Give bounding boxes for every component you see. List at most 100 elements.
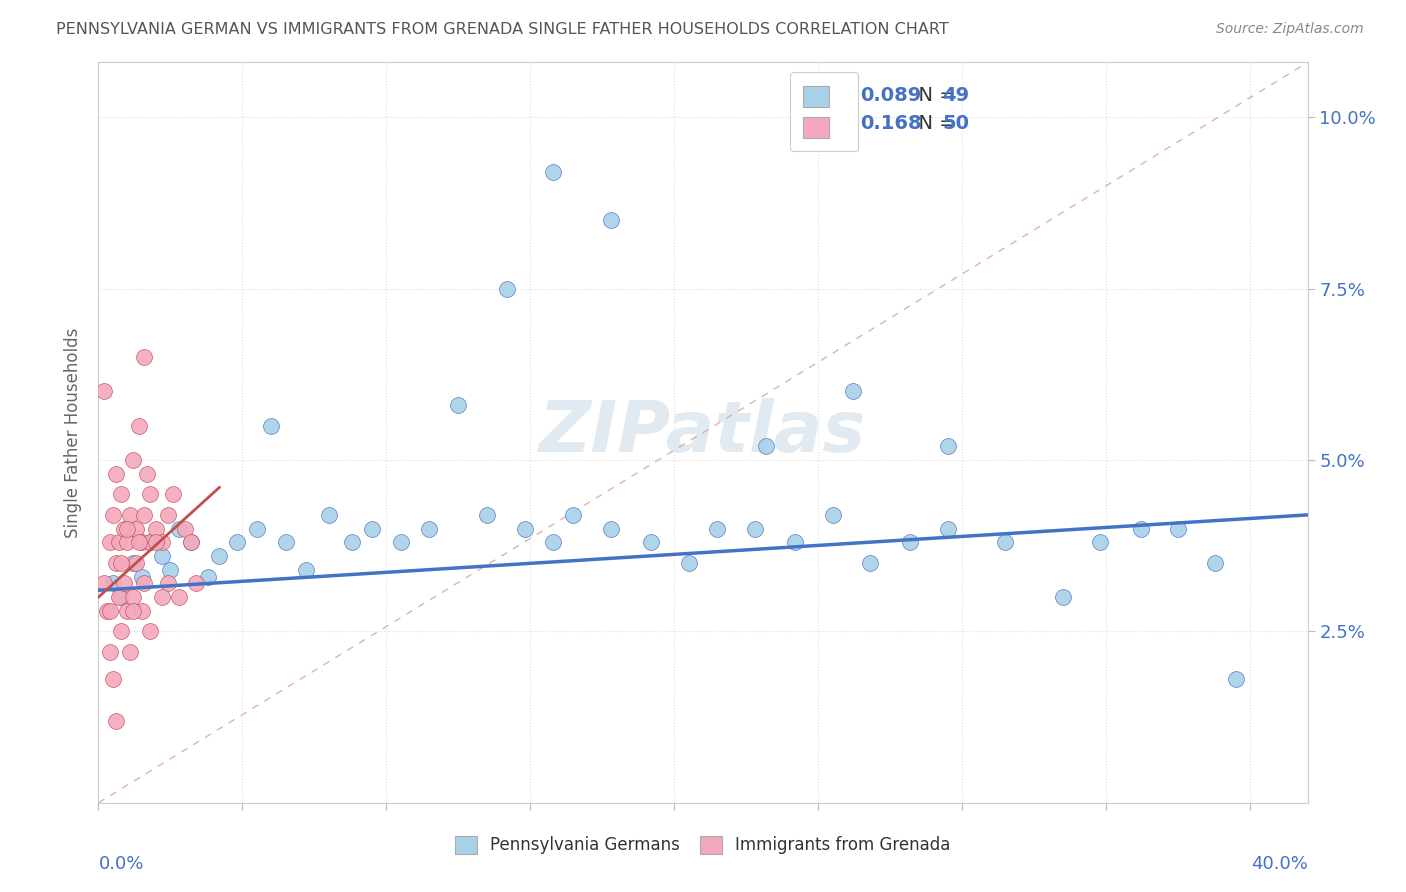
Point (447, 398, 470, 412)
Point (110, 556, 132, 570)
Point (246, 522, 269, 536)
Point (1225, 673, 1247, 687)
Point (167, 522, 190, 536)
Point (96, 604, 118, 618)
Point (112, 522, 135, 536)
Point (496, 282, 519, 296)
Point (131, 604, 153, 618)
Text: 0.168: 0.168 (860, 113, 922, 133)
Point (115, 522, 138, 536)
Text: N =: N = (905, 113, 962, 133)
Point (122, 590, 145, 604)
Point (260, 418, 283, 433)
Point (104, 714, 127, 728)
Point (128, 418, 150, 433)
Point (841, 384, 863, 399)
Point (173, 522, 195, 536)
Point (513, 522, 536, 536)
Point (128, 535, 150, 549)
Point (1129, 522, 1152, 536)
Point (98, 535, 121, 549)
Point (167, 590, 190, 604)
Point (150, 549, 173, 563)
Point (125, 522, 148, 536)
Point (785, 535, 807, 549)
Point (599, 522, 621, 536)
Text: Source: ZipAtlas.com: Source: ZipAtlas.com (1216, 22, 1364, 37)
Point (744, 522, 766, 536)
Point (318, 508, 340, 522)
Point (543, 165, 565, 179)
Point (898, 535, 921, 549)
Text: R =: R = (818, 113, 866, 133)
Text: PENNSYLVANIA GERMAN VS IMMIGRANTS FROM GRENADA SINGLE FATHER HOUSEHOLDS CORRELAT: PENNSYLVANIA GERMAN VS IMMIGRANTS FROM G… (56, 22, 949, 37)
Point (122, 453, 145, 467)
Point (101, 508, 124, 522)
Text: 0.0%: 0.0% (98, 855, 143, 872)
Point (150, 590, 173, 604)
Point (115, 604, 138, 618)
Point (821, 508, 844, 522)
Point (475, 508, 498, 522)
Point (162, 487, 184, 501)
Point (136, 467, 159, 481)
Point (361, 522, 384, 536)
Point (859, 556, 882, 570)
Point (225, 535, 247, 549)
Point (156, 576, 179, 591)
Point (1167, 522, 1189, 536)
Point (145, 535, 167, 549)
Point (107, 535, 129, 549)
Point (115, 535, 138, 549)
Point (755, 439, 778, 453)
Point (640, 535, 662, 549)
Point (156, 508, 179, 522)
Point (120, 645, 142, 659)
Point (208, 549, 231, 563)
Point (936, 439, 959, 453)
Point (562, 508, 585, 522)
Text: 40.0%: 40.0% (1251, 855, 1308, 872)
Point (139, 487, 162, 501)
Point (150, 535, 173, 549)
Point (112, 576, 135, 591)
Point (274, 535, 297, 549)
Point (418, 522, 440, 536)
Point (936, 522, 959, 536)
Point (134, 508, 156, 522)
Point (120, 508, 142, 522)
Point (122, 556, 145, 570)
Legend: Pennsylvania Germans, Immigrants from Grenada: Pennsylvania Germans, Immigrants from Gr… (449, 829, 957, 861)
Point (110, 487, 132, 501)
Point (98, 645, 121, 659)
Point (125, 556, 148, 570)
Point (139, 624, 162, 639)
Point (340, 535, 363, 549)
Text: 49: 49 (942, 87, 970, 105)
Point (134, 350, 156, 364)
Point (180, 535, 202, 549)
Point (1052, 590, 1074, 604)
Point (159, 563, 181, 577)
Point (1204, 556, 1226, 570)
Point (678, 556, 700, 570)
Point (110, 590, 132, 604)
Point (101, 576, 124, 591)
Point (98, 604, 121, 618)
Point (599, 213, 621, 227)
Point (145, 522, 167, 536)
Text: ZIPatlas: ZIPatlas (540, 398, 866, 467)
Point (186, 576, 208, 591)
Point (131, 535, 153, 549)
Point (139, 535, 162, 549)
Point (543, 535, 565, 549)
Point (294, 563, 316, 577)
Point (104, 467, 127, 481)
Point (122, 604, 145, 618)
Text: N =: N = (905, 87, 962, 105)
Text: 0.089: 0.089 (860, 87, 921, 105)
Point (131, 569, 153, 583)
Point (1090, 535, 1112, 549)
Point (110, 624, 132, 639)
Point (107, 590, 129, 604)
